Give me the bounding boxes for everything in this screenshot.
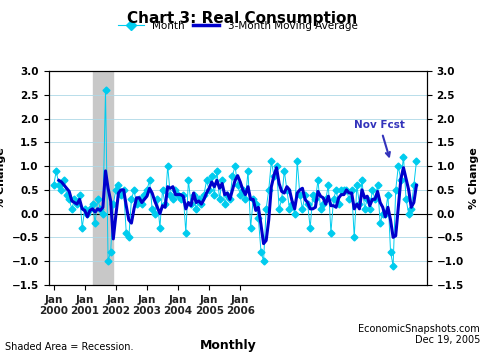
Text: Shaded Area = Recession.: Shaded Area = Recession. (5, 342, 133, 352)
Text: Monthly: Monthly (199, 339, 256, 352)
Legend: Month, 3-Month Moving Average: Month, 3-Month Moving Average (113, 17, 361, 35)
Y-axis label: % Change: % Change (469, 147, 478, 209)
Text: EconomicSnapshots.com
Dec 19, 2005: EconomicSnapshots.com Dec 19, 2005 (358, 324, 479, 345)
Text: Nov Fcst: Nov Fcst (353, 120, 404, 157)
Text: Chart 3: Real Consumption: Chart 3: Real Consumption (127, 11, 357, 26)
Y-axis label: % Change: % Change (0, 147, 6, 209)
Bar (92, 71, 113, 285)
